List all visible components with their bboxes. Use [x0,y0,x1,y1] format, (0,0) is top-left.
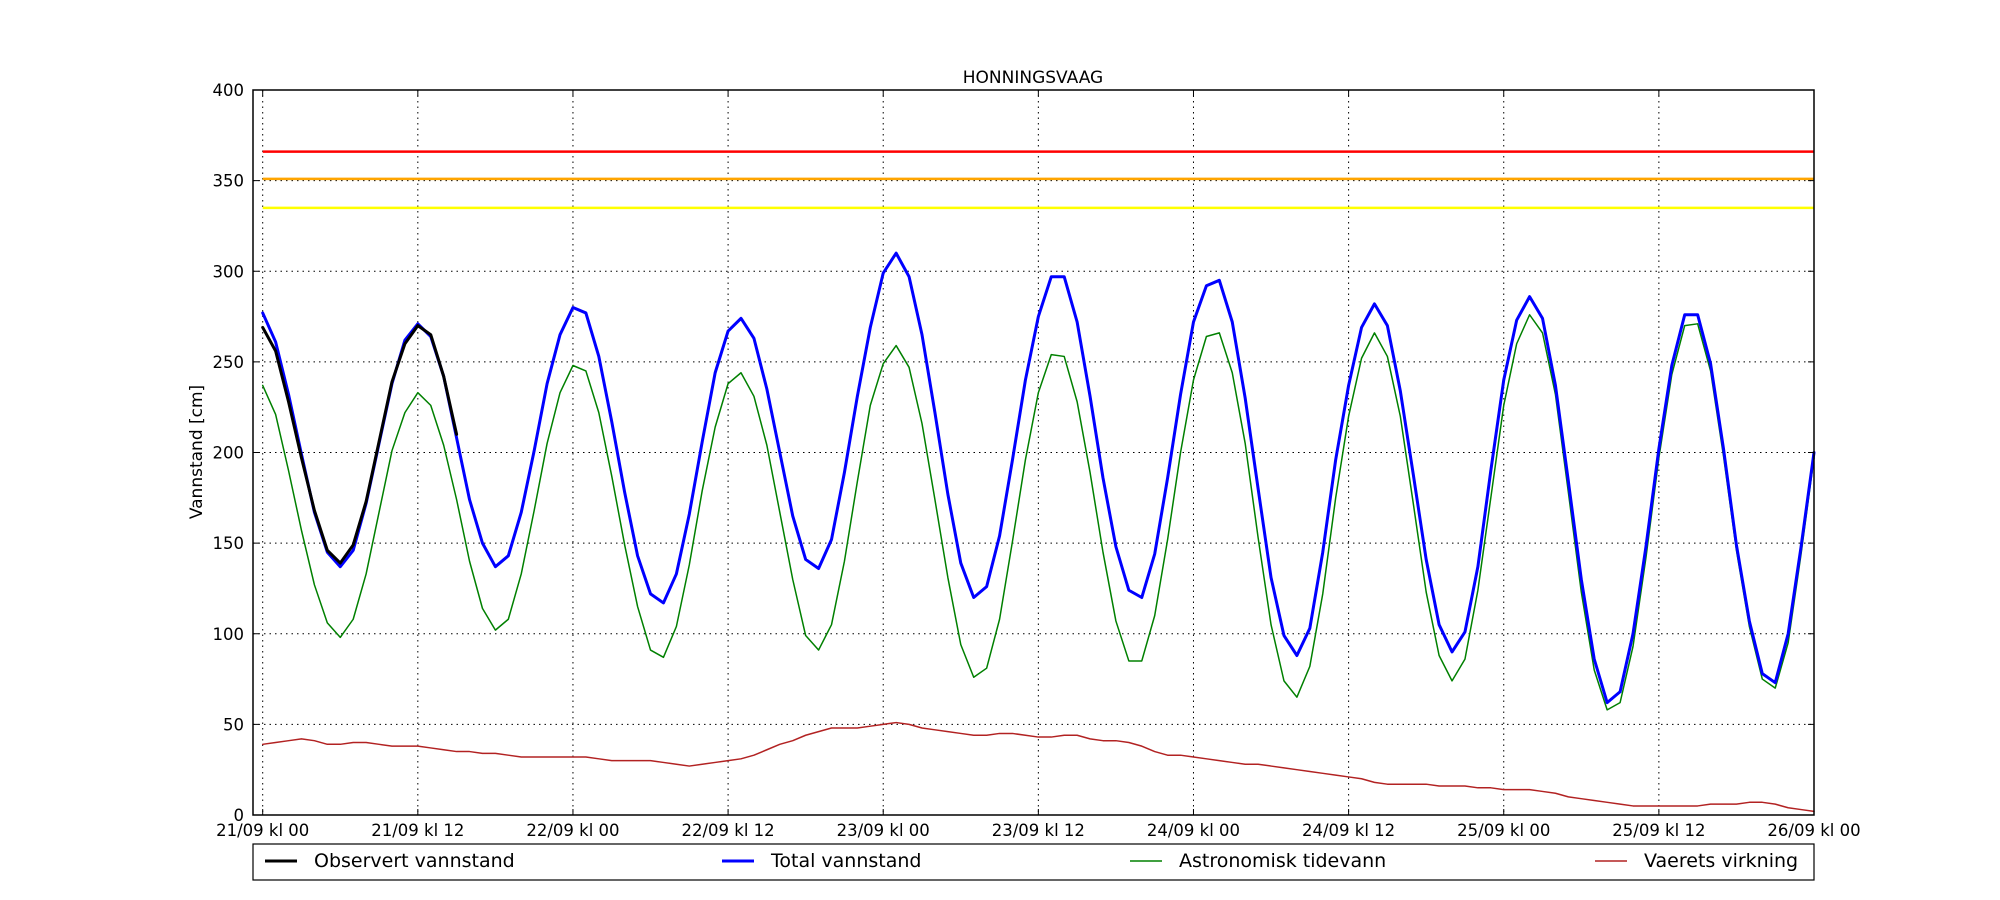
x-tick-label: 23/09 kl 00 [837,821,930,840]
x-tick-label: 25/09 kl 00 [1457,821,1550,840]
legend-label: Observert vannstand [314,850,515,872]
legend-label: Vaerets virkning [1644,850,1798,872]
legend: Observert vannstand Total vannstand Astron… [252,843,1815,881]
x-tick-label: 23/09 kl 12 [992,821,1085,840]
y-axis: 0 50 100 150 200 250 300 350 400 [213,81,1814,825]
legend-label: Astronomisk tidevann [1179,850,1386,872]
series-lines [261,251,1816,813]
y-tick-label: 0 [234,806,245,825]
x-tick-label: 21/09 kl 00 [216,821,309,840]
x-tick-label: 24/09 kl 12 [1302,821,1395,840]
legend-box [252,843,1815,881]
chart-title: HONNINGSVAAG [963,68,1103,88]
y-tick-label: 300 [213,262,245,281]
x-tick-label: 22/09 kl 12 [681,821,774,840]
series-line [261,721,1815,813]
y-tick-label: 200 [213,444,245,463]
x-tick-label: 21/09 kl 12 [371,821,464,840]
y-tick-label: 350 [213,172,245,191]
x-tick-label: 26/09 kl 00 [1767,821,1860,840]
series-line [261,251,1816,705]
series-line [261,314,1815,711]
y-tick-label: 50 [223,715,244,734]
grid-lines [253,89,1815,816]
series-line [261,324,459,565]
legend-label: Total vannstand [770,850,921,872]
y-tick-label: 150 [213,534,245,553]
y-tick-label: 400 [213,81,245,100]
y-axis-label: Vannstand [cm] [187,385,207,519]
x-tick-label: 22/09 kl 00 [526,821,619,840]
y-tick-label: 250 [213,353,245,372]
x-tick-label: 25/09 kl 12 [1612,821,1705,840]
x-axis: 21/09 kl 00 21/09 kl 12 22/09 kl 00 22/09 k… [216,90,1861,840]
threshold-lines [262,150,1814,210]
y-tick-label: 100 [213,625,245,644]
x-tick-label: 24/09 kl 00 [1147,821,1240,840]
